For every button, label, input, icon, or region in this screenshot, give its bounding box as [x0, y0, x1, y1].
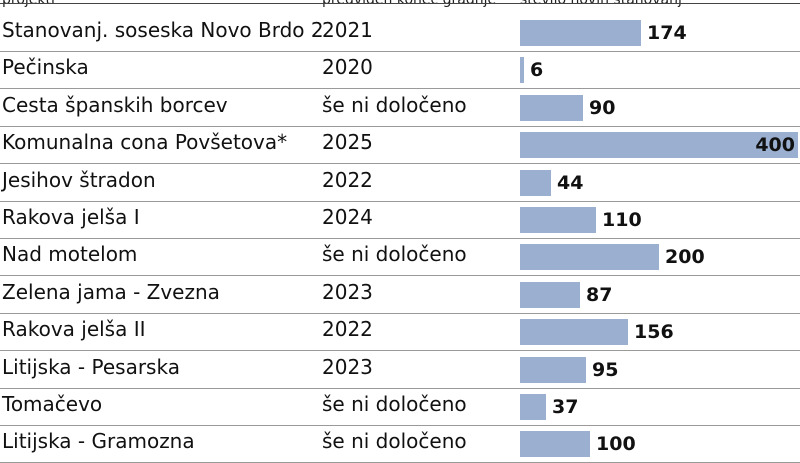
project-name: Pečinska: [2, 55, 89, 80]
project-name: Stanovanj. soseska Novo Brdo 2: [2, 18, 324, 42]
row-divider: [0, 163, 800, 165]
bar-value-label: 90: [589, 96, 616, 119]
bar-value-label: 95: [592, 358, 619, 381]
bar-value-label: 44: [557, 171, 584, 194]
row-divider: [0, 51, 800, 52]
row-divider: [0, 200, 800, 202]
row-divider: [0, 350, 800, 352]
completion-year: 2022: [322, 317, 373, 342]
project-name: Komunalna cona Povšetova*: [2, 130, 288, 155]
row-divider: [0, 387, 800, 389]
table-row: Cesta španskih borcev še ni določeno 90: [0, 90, 800, 127]
completion-year: 2021: [322, 18, 373, 42]
completion-year: 2022: [322, 167, 373, 192]
table-row: Nad motelom še ni določeno 200: [0, 239, 800, 277]
header-completion: predviden konec gradnje: [322, 0, 497, 8]
project-name: Nad motelom: [2, 242, 138, 267]
completion-year: 2024: [322, 205, 373, 229]
table-row: Zelena jama - Zvezna 2023 87: [0, 277, 800, 314]
row-divider: [0, 88, 800, 90]
project-name: Rakova jelša II: [2, 317, 146, 342]
bar-value-label: 156: [634, 321, 674, 344]
project-name: Litijska - Gramozna: [2, 429, 195, 454]
completion-year: še ni določeno: [322, 92, 467, 117]
project-name: Zelena jama - Zvezna: [2, 279, 220, 304]
row-divider: [0, 275, 800, 277]
header-projects: projekti: [2, 0, 55, 8]
project-name: Tomačevo: [2, 392, 103, 416]
table-header: projekti predviden konec gradnje število…: [0, 0, 800, 8]
table-row: Pečinska 2020 6: [0, 52, 800, 90]
header-new-apartments: število novih stanovanj: [520, 0, 682, 8]
bar-value-label: 174: [647, 22, 687, 44]
row-divider: [0, 425, 800, 426]
bar: [520, 207, 596, 233]
completion-year: še ni določeno: [322, 392, 467, 416]
row-divider: [0, 238, 800, 239]
completion-year: še ni določeno: [322, 242, 467, 267]
bar: [520, 394, 546, 420]
table-row: Tomačevo še ni določeno 37: [0, 389, 800, 426]
table-row: Litijska - Pesarska 2023 95: [0, 352, 800, 389]
header-divider: [0, 3, 800, 4]
bar-value-label: 87: [586, 283, 613, 306]
project-name: Litijska - Pesarska: [2, 354, 180, 379]
row-divider: [0, 125, 800, 127]
bar: [520, 319, 628, 346]
bar-value-label: 37: [552, 396, 579, 418]
bar-value-label: 200: [665, 246, 705, 269]
bar: [520, 431, 590, 458]
bar: [520, 169, 551, 196]
table-row: Rakova jelša I 2024 110: [0, 202, 800, 239]
completion-year: 2025: [322, 130, 373, 155]
completion-year: 2023: [322, 279, 373, 304]
project-name: Rakova jelša I: [2, 205, 140, 229]
bar: [520, 20, 641, 46]
table-row: Stanovanj. soseska Novo Brdo 2 2021 174: [0, 15, 800, 52]
bar: [520, 132, 798, 159]
project-name: Cesta španskih borcev: [2, 92, 228, 117]
bar: [520, 244, 659, 271]
table-row: Rakova jelša II 2022 156: [0, 314, 800, 352]
table-row: Litijska - Gramozna še ni določeno 100: [0, 426, 800, 463]
bar-value-label: 400: [755, 134, 795, 157]
project-name: Jesihov štradon: [2, 167, 156, 192]
completion-year: 2023: [322, 354, 373, 379]
table-row: Komunalna cona Povšetova* 2025 400: [0, 127, 800, 165]
bar: [520, 356, 586, 383]
bar: [520, 94, 583, 121]
bar-value-label: 6: [530, 59, 544, 82]
row-divider: [0, 312, 800, 314]
bar: [520, 57, 524, 84]
bar-value-label: 110: [602, 209, 642, 231]
bar: [520, 281, 580, 308]
completion-year: še ni določeno: [322, 429, 467, 454]
completion-year: 2020: [322, 55, 373, 80]
table-row: Jesihov štradon 2022 44: [0, 165, 800, 202]
bar-value-label: 100: [596, 433, 636, 456]
